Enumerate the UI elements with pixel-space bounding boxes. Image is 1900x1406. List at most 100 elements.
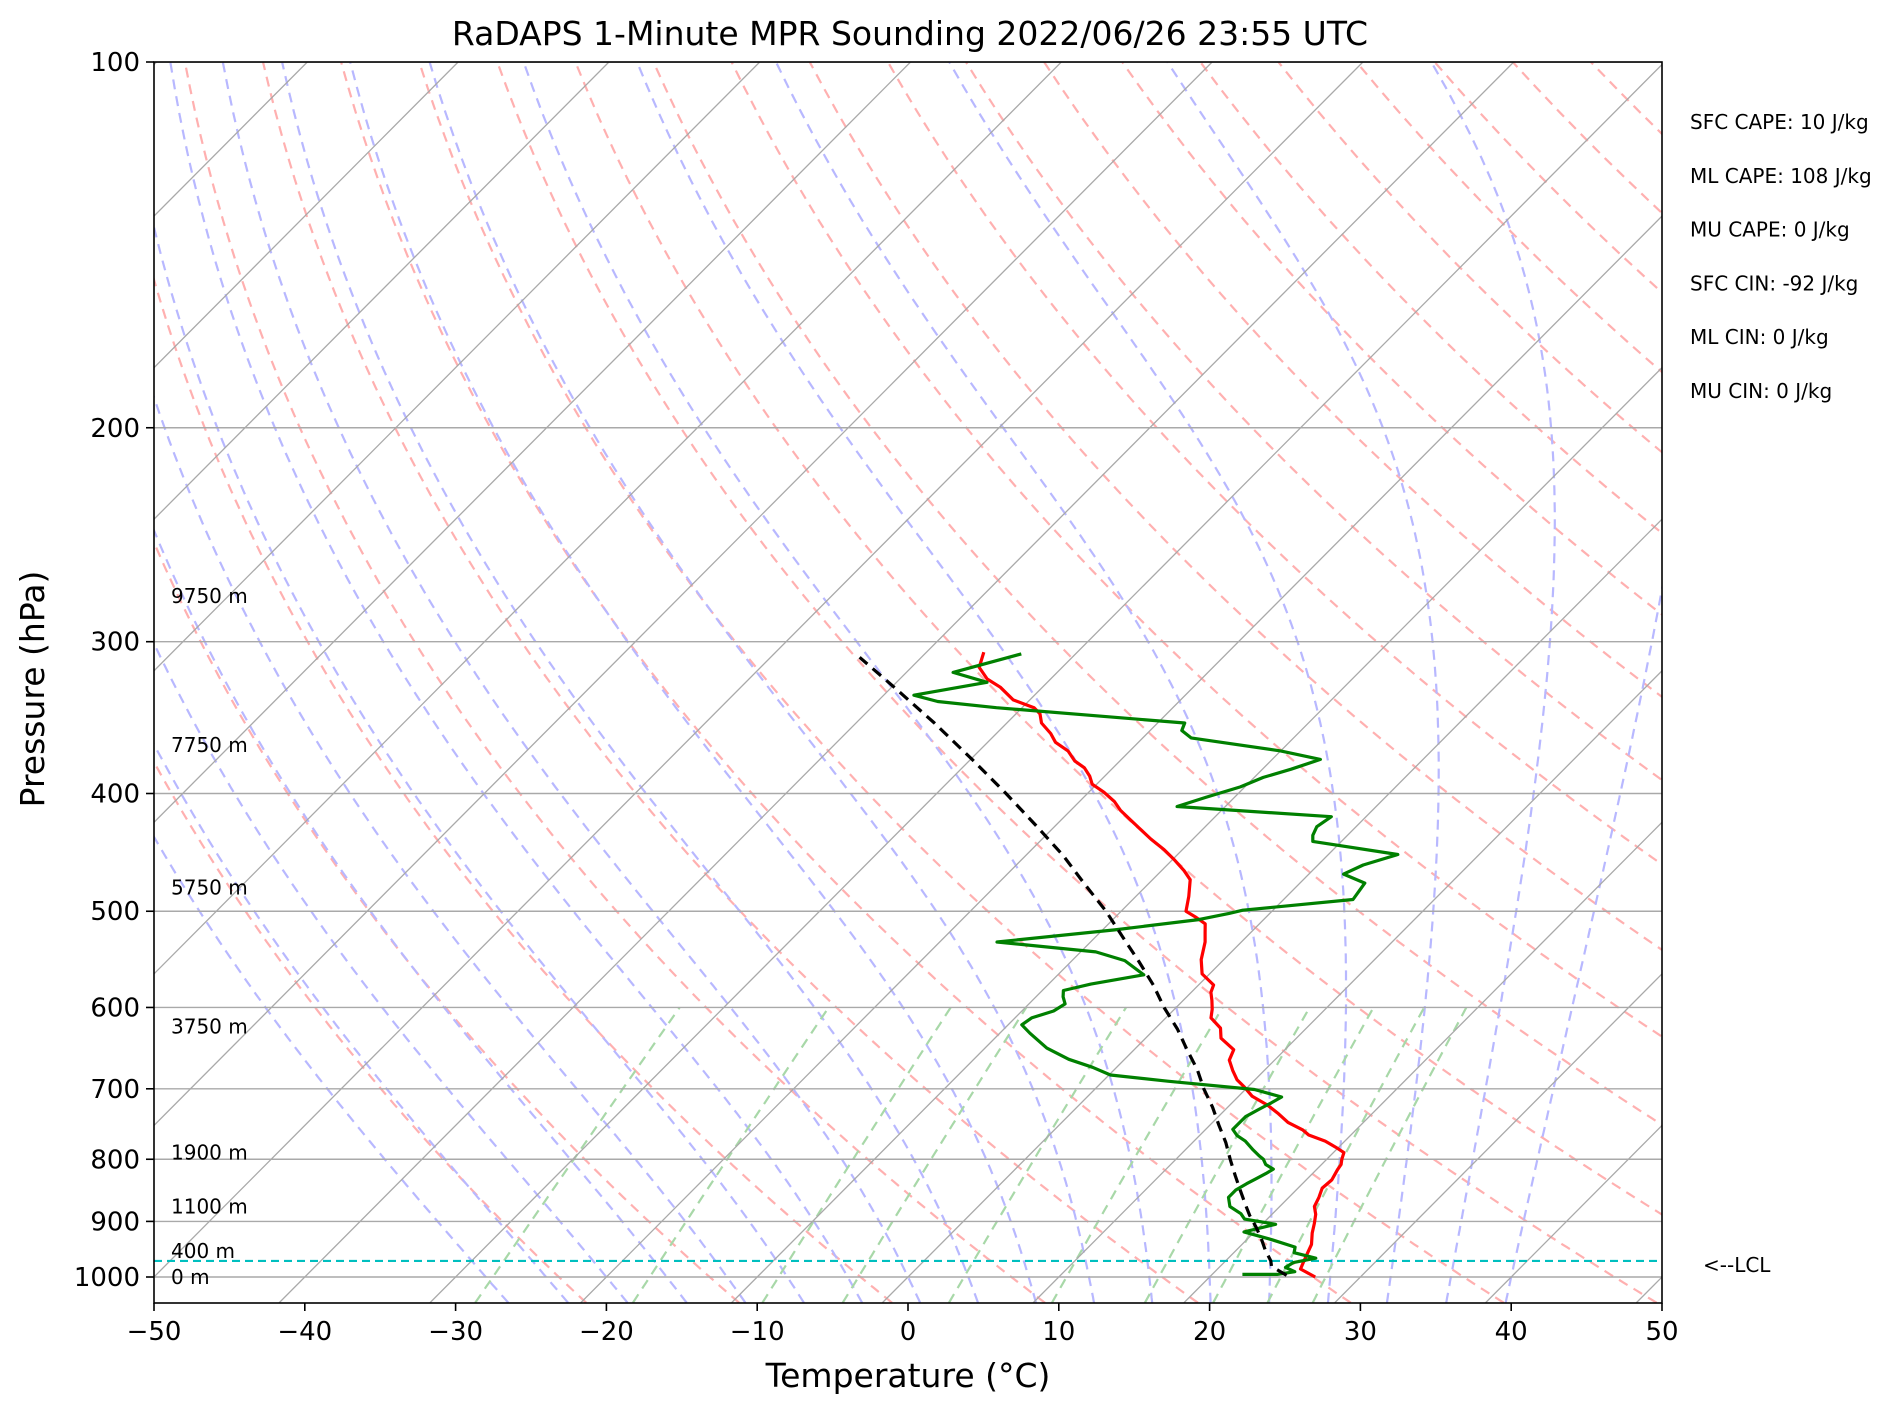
moist-adiabat (169, 62, 864, 1303)
moist-adiabat (1430, 62, 1556, 1303)
y-tick-label: 600 (90, 993, 140, 1023)
plot-frame (153, 61, 1663, 1304)
moist-adiabat (1504, 582, 1662, 1303)
mixing-ratio-line (761, 1006, 952, 1303)
moist-adiabat (349, 62, 1038, 1303)
mixing-ratio-line (841, 1006, 1028, 1303)
dry-adiabat (183, 62, 1046, 1303)
moist-adiabat (154, 742, 569, 1303)
moist-adiabat (522, 62, 1154, 1303)
stats-panel: SFC CAPE: 10 J/kg ML CAPE: 108 J/kg MU CAP… (1690, 110, 1872, 403)
moist-adiabat (948, 62, 1348, 1303)
dry-adiabat (1043, 62, 1662, 699)
dry-adiabat (154, 275, 893, 1303)
y-tick-label: 500 (90, 897, 140, 927)
stat-line: SFC CAPE: 10 J/kg (1690, 110, 1869, 134)
mixing-ratio-line (1212, 1006, 1375, 1303)
moist-adiabat (635, 62, 1212, 1303)
y-tick-label: 700 (90, 1075, 140, 1105)
dry-adiabat (1511, 62, 1662, 215)
plot-background-lines (0, 62, 1900, 1303)
dry-adiabat (1199, 62, 1662, 535)
x-tick-label: 20 (1193, 1317, 1226, 1347)
height-label: 400 m (171, 1239, 235, 1263)
y-tick-label: 800 (90, 1145, 140, 1175)
moist-adiabat (775, 62, 1273, 1303)
dry-adiabat (574, 62, 1662, 1216)
mixing-ratio-line (948, 1006, 1127, 1303)
dry-adiabat (730, 62, 1662, 1038)
dry-adiabat (1121, 62, 1662, 616)
x-tick-label: 10 (1042, 1317, 1075, 1347)
y-axis-label: Pressure (hPa) (13, 571, 52, 808)
moist-adiabat (281, 62, 980, 1303)
moist-adiabat (154, 394, 747, 1303)
dry-adiabat (496, 62, 1658, 1303)
y-tick-label: 100 (90, 48, 140, 78)
height-label: 3750 m (171, 1014, 248, 1038)
moist-adiabat (154, 834, 510, 1303)
isotherm (154, 62, 1364, 1278)
dry-adiabat (154, 759, 587, 1303)
isotherm (154, 62, 761, 672)
dry-adiabat (1355, 62, 1662, 374)
height-label: 0 m (171, 1265, 210, 1289)
isotherm (0, 62, 6, 1303)
isotherm (580, 215, 1662, 1303)
isotherm (731, 366, 1662, 1303)
dry-adiabat (418, 62, 1505, 1303)
x-axis-label: Temperature (°C) (765, 1356, 1051, 1395)
y-tick-label: 1000 (74, 1263, 140, 1293)
x-tick-label: −30 (428, 1317, 483, 1347)
stat-line: ML CAPE: 108 J/kg (1690, 164, 1872, 188)
isotherm (429, 63, 1662, 1303)
height-label: 1900 m (171, 1141, 248, 1165)
y-tick-label: 400 (90, 780, 140, 810)
chart-title: RaDAPS 1-Minute MPR Sounding 2022/06/26 … (452, 14, 1368, 53)
moist-adiabat (221, 62, 922, 1303)
height-label: 1100 m (171, 1195, 248, 1219)
height-labels: 9750 m 7750 m 5750 m 3750 m 1900 m 1100 m 400 … (171, 584, 248, 1289)
dry-adiabat (154, 539, 740, 1303)
moist-adiabat (154, 222, 805, 1303)
mixing-ratio-line (474, 1006, 681, 1303)
mixing-ratio-line (1311, 1006, 1468, 1303)
dry-adiabat (261, 62, 1199, 1303)
stat-line: MU CIN: 0 J/kg (1690, 379, 1832, 403)
series-parcel-profile (858, 656, 1288, 1277)
moist-adiabat (154, 527, 688, 1303)
dry-adiabat (652, 62, 1662, 1127)
isotherm (1183, 821, 1662, 1303)
isotherm (154, 62, 610, 521)
x-tick-label: −40 (277, 1317, 332, 1347)
x-axis-ticks: −50 −40 −30 −20 −10 0 10 20 30 40 50 (127, 1303, 1679, 1347)
series-dewpoint (912, 652, 1400, 1276)
x-tick-label: 30 (1344, 1317, 1377, 1347)
y-axis-ticks: 100 200 300 400 500 600 700 800 900 1000 (74, 48, 154, 1293)
height-label: 5750 m (171, 876, 248, 900)
y-tick-label: 300 (90, 628, 140, 658)
isotherm (1032, 669, 1662, 1303)
stat-line: MU CAPE: 0 J/kg (1690, 218, 1850, 242)
dry-adiabat (965, 62, 1662, 782)
dry-adiabat (1669, 62, 1900, 1303)
isotherm (154, 62, 911, 824)
dry-adiabat (1433, 62, 1662, 294)
moist-adiabat (1166, 62, 1440, 1303)
height-label: 9750 m (171, 584, 248, 608)
isotherm (1787, 62, 1900, 1303)
dry-adiabat (1590, 62, 1662, 136)
plot-data (154, 651, 1662, 1279)
stat-line: SFC CIN: -92 J/kg (1690, 271, 1858, 295)
isotherm (1334, 972, 1662, 1303)
mixing-ratio-line (1143, 1006, 1311, 1303)
isotherm (1635, 1276, 1662, 1303)
moist-adiabat (428, 62, 1096, 1303)
dry-adiabat (340, 62, 1352, 1303)
dry-adiabat (886, 62, 1662, 866)
x-tick-label: 40 (1495, 1317, 1528, 1347)
dry-adiabat (808, 62, 1662, 952)
isotherm (154, 62, 1062, 975)
x-tick-label: 0 (900, 1317, 917, 1347)
